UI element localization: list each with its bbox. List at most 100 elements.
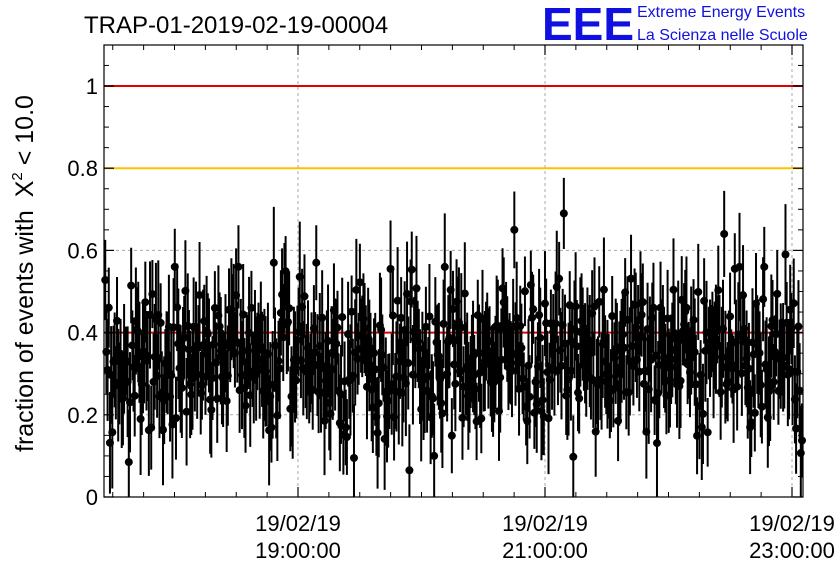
data-point (556, 346, 565, 355)
data-point (278, 290, 287, 299)
data-point (787, 324, 796, 333)
data-point (289, 355, 298, 364)
data-point (331, 350, 340, 359)
data-point (648, 313, 657, 322)
data-point (256, 313, 265, 322)
data-point (136, 415, 145, 424)
data-point (322, 361, 331, 370)
data-point (660, 353, 669, 362)
data-point (193, 370, 202, 379)
data-point (635, 367, 644, 376)
data-point (436, 375, 445, 384)
data-point (682, 303, 691, 312)
data-point (192, 323, 201, 332)
data-point (320, 416, 329, 425)
data-point (254, 336, 263, 345)
data-point (215, 322, 224, 331)
data-point (446, 285, 455, 294)
data-point (364, 334, 373, 343)
data-point (585, 347, 594, 356)
data-point (246, 391, 255, 400)
data-point (608, 312, 617, 321)
data-point (559, 209, 568, 218)
data-point (526, 280, 535, 289)
data-point (333, 323, 342, 332)
data-point (774, 386, 783, 395)
data-point (247, 303, 256, 312)
data-point (519, 382, 528, 391)
data-point (669, 285, 678, 294)
y-tick-label: 0.4 (67, 321, 98, 346)
data-point (113, 316, 122, 325)
data-point (629, 362, 638, 371)
data-point (724, 346, 733, 355)
data-point (210, 304, 219, 313)
data-point (129, 363, 138, 372)
data-point (744, 364, 753, 373)
data-point (367, 385, 376, 394)
data-point (733, 382, 742, 391)
data-point (530, 408, 539, 417)
data-point (525, 392, 534, 401)
data-point (663, 314, 672, 323)
data-point (762, 365, 771, 374)
data-point (374, 399, 383, 408)
data-point (564, 375, 573, 384)
data-point (400, 325, 409, 334)
data-point (595, 297, 604, 306)
data-point (392, 372, 401, 381)
data-point (767, 322, 776, 331)
data-point (386, 264, 395, 273)
data-point (615, 369, 624, 378)
data-point (177, 383, 186, 392)
data-point (503, 335, 512, 344)
data-point (577, 316, 586, 325)
data-point (245, 328, 254, 337)
data-point (772, 329, 781, 338)
data-point (769, 377, 778, 386)
data-point (735, 262, 744, 271)
data-point (378, 350, 387, 359)
data-point (355, 278, 364, 287)
data-point (689, 315, 698, 324)
data-point (484, 354, 493, 363)
data-point (680, 320, 689, 329)
data-point (495, 407, 504, 416)
data-point (414, 344, 423, 353)
data-point (312, 258, 321, 267)
data-point (342, 432, 351, 441)
data-point (628, 342, 637, 351)
data-point (757, 402, 766, 411)
data-point (316, 388, 325, 397)
data-point (750, 408, 759, 417)
data-point (662, 391, 671, 400)
data-point (694, 287, 703, 296)
data-point (118, 394, 127, 403)
data-point (641, 366, 650, 375)
data-point (545, 375, 554, 384)
data-point (208, 374, 217, 383)
data-point (168, 420, 177, 429)
data-point (236, 340, 245, 349)
data-point (598, 340, 607, 349)
data-point (795, 386, 804, 395)
data-point (384, 396, 393, 405)
data-point (379, 363, 388, 372)
data-point (229, 312, 238, 321)
data-point (325, 399, 334, 408)
data-point (128, 341, 137, 350)
data-point (287, 392, 296, 401)
data-point (430, 451, 439, 460)
data-point (471, 385, 480, 394)
data-point (632, 355, 641, 364)
data-point (307, 354, 316, 363)
data-point (313, 361, 322, 370)
data-point (476, 368, 485, 377)
data-point (457, 323, 466, 332)
data-point (242, 358, 251, 367)
data-point (273, 411, 282, 420)
data-point (329, 306, 338, 315)
data-point (502, 318, 511, 327)
data-point (695, 402, 704, 411)
y-tick-label: 0.8 (67, 156, 98, 181)
